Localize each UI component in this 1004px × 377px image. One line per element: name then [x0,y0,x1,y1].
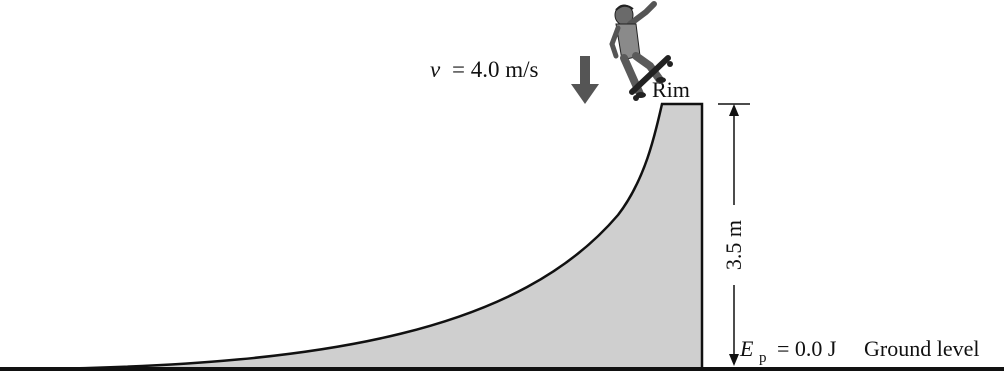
down-arrow-icon [571,56,599,104]
potential-energy-label: E p = 0.0 J [739,336,837,367]
energy-value: = 0.0 J [777,336,837,361]
skateboarder-figure-icon [609,1,673,101]
height-dimension [718,103,750,366]
velocity-symbol: v [430,57,441,82]
dimension-arrow-down-icon [729,354,739,366]
ground-level-label: Ground level [864,336,979,361]
ramp-shape [39,102,704,371]
height-label: 3.5 m [721,220,746,270]
energy-symbol: E [739,336,754,361]
dimension-arrow-up-icon [729,104,739,116]
velocity-value: = 4.0 m/s [452,57,539,82]
energy-subscript: p [759,350,767,366]
velocity-label: v = 4.0 m/s [430,57,538,82]
